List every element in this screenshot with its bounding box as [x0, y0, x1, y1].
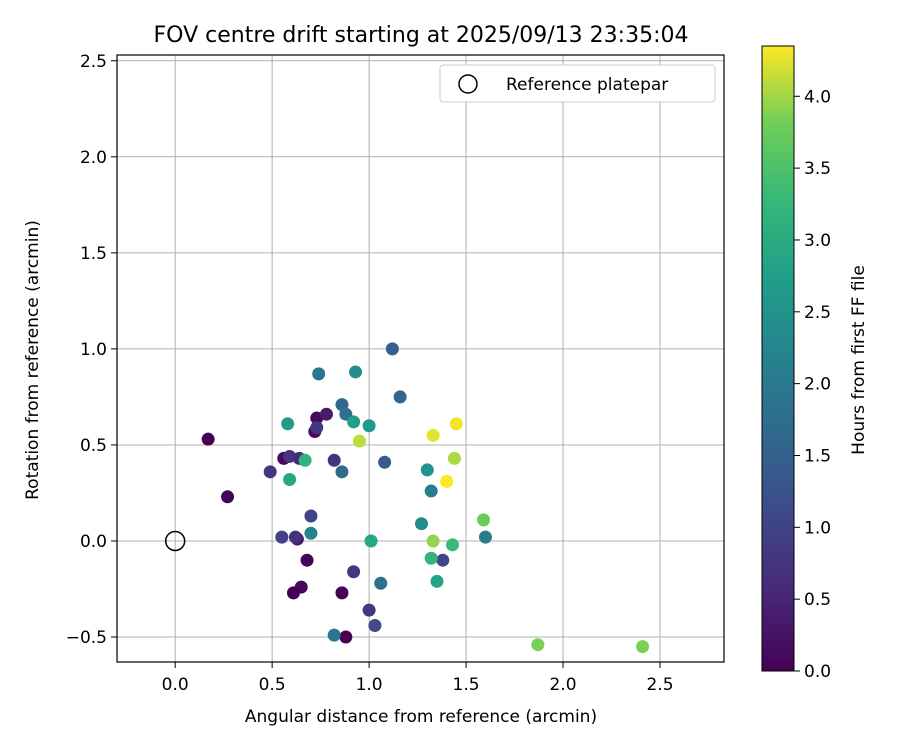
y-tick-label: 0.5	[80, 436, 107, 456]
grid-lines	[117, 55, 724, 662]
colorbar-tick-label: 3.5	[804, 159, 831, 179]
colorbar-tick-label: 1.5	[804, 446, 831, 466]
colorbar-tick-label: 4.0	[804, 87, 831, 107]
x-tick-label: 2.5	[646, 675, 673, 695]
y-tick-label: −0.5	[66, 628, 107, 648]
data-point	[531, 638, 545, 652]
y-axis-label: Rotation from reference (arcmin)	[23, 220, 43, 500]
data-point	[374, 576, 388, 590]
data-point	[368, 619, 382, 633]
data-point	[420, 463, 434, 477]
data-point	[304, 526, 318, 540]
data-point	[477, 513, 491, 527]
data-point	[385, 342, 399, 356]
data-point	[347, 565, 361, 579]
data-point	[327, 628, 341, 642]
data-point	[339, 630, 353, 644]
data-point	[440, 474, 454, 488]
y-tick-label: 1.5	[80, 244, 107, 264]
data-point	[449, 417, 463, 431]
colorbar-tick-label: 2.5	[804, 303, 831, 323]
data-point	[447, 451, 461, 465]
data-point	[378, 455, 392, 469]
colorbar-tick-label: 2.0	[804, 375, 831, 395]
data-point	[281, 417, 295, 431]
data-point	[201, 432, 215, 446]
colorbar-gradient	[761, 45, 795, 672]
reference-marker-layer	[164, 530, 186, 552]
data-point	[283, 449, 297, 463]
data-point	[349, 365, 363, 379]
legend-reference-marker-icon	[458, 74, 478, 94]
data-point	[319, 407, 333, 421]
data-point	[430, 574, 444, 588]
colorbar-tick-label: 1.0	[804, 518, 831, 538]
data-point	[636, 640, 650, 654]
x-tick-label: 1.5	[453, 675, 480, 695]
data-point	[424, 551, 438, 565]
y-tick-label: 2.0	[80, 148, 107, 168]
data-point	[426, 428, 440, 442]
data-point	[393, 390, 407, 404]
data-point	[478, 530, 492, 544]
data-point	[275, 530, 289, 544]
data-point	[327, 453, 341, 467]
colorbar-tick-label: 3.0	[804, 231, 831, 251]
x-tick-label: 1.0	[356, 675, 383, 695]
legend-box	[439, 64, 716, 103]
data-point	[362, 603, 376, 617]
data-point	[436, 553, 450, 567]
reference-platepar-marker	[164, 530, 186, 552]
data-point	[288, 530, 302, 544]
data-point	[352, 434, 366, 448]
plot-frame	[116, 54, 725, 663]
data-point	[362, 419, 376, 433]
y-tick-label: 0.0	[80, 532, 107, 552]
x-axis-ticks: 0.0 0.5 1.0 1.5 2.0 2.5	[162, 662, 674, 695]
data-point	[300, 553, 314, 567]
data-point	[312, 367, 326, 381]
data-point	[286, 586, 300, 600]
y-tick-label: 2.5	[80, 52, 107, 72]
y-axis-ticks: −0.5 0.0 0.5 1.0 1.5 2.0 2.5	[66, 52, 117, 648]
x-axis-label: Angular distance from reference (arcmin)	[245, 707, 597, 727]
data-point	[310, 421, 324, 435]
colorbar-tick-label: 0.5	[804, 590, 831, 610]
colorbar-label: Hours from first FF file	[849, 265, 869, 455]
data-point	[304, 509, 318, 523]
x-tick-label: 0.0	[162, 675, 189, 695]
data-point	[426, 534, 440, 548]
data-point	[283, 473, 297, 487]
legend-entry-reference: Reference platepar	[506, 75, 668, 95]
chart-title: FOV centre drift starting at 2025/09/13 …	[154, 23, 689, 48]
y-tick-label: 1.0	[80, 340, 107, 360]
data-point	[298, 453, 312, 467]
data-points	[201, 342, 650, 654]
colorbar-tick-label: 0.0	[804, 662, 831, 682]
data-point	[347, 415, 361, 429]
legend: Reference platepar	[439, 64, 716, 103]
x-tick-label: 2.0	[550, 675, 577, 695]
data-point	[335, 586, 349, 600]
colorbar: 0.0 0.5 1.0 1.5 2.0 2.5 3.0 3.5 4.0 Hours from f…	[761, 45, 869, 682]
x-tick-label: 0.5	[259, 675, 286, 695]
data-point	[221, 490, 235, 504]
colorbar-ticks: 0.0 0.5 1.0 1.5 2.0 2.5 3.0 3.5 4.0	[794, 87, 831, 682]
data-point	[263, 465, 277, 479]
data-point	[424, 484, 438, 498]
data-point	[445, 538, 459, 552]
data-point	[364, 534, 378, 548]
data-point	[335, 465, 349, 479]
data-point	[414, 517, 428, 531]
